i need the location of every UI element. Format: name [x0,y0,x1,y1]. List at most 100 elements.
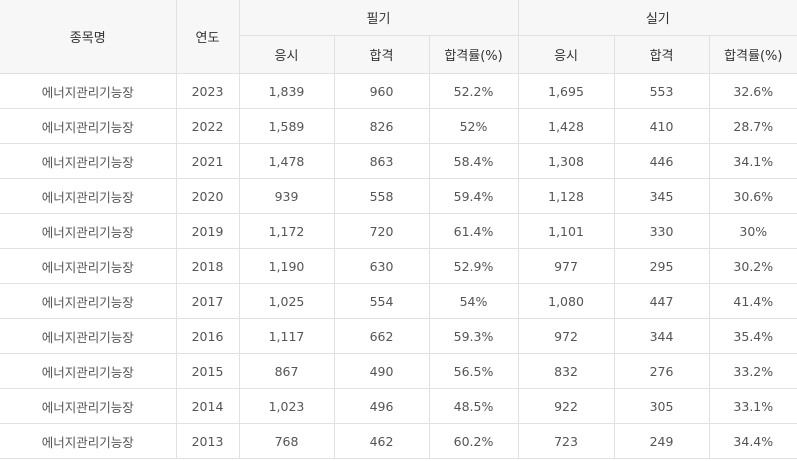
cell-year: 2021 [175,143,240,179]
cell-practical-passed: 344 [613,318,710,354]
cell-practical-rate: 34.1% [708,143,797,179]
cell-written-passed: 826 [333,108,430,144]
cell-written-applied: 1,025 [238,283,335,319]
cell-year: 2014 [175,388,240,424]
cell-year: 2013 [175,423,240,459]
cell-practical-applied: 1,695 [517,73,615,109]
table-row: 에너지관리기능장 2023 1,839 960 52.2% 1,695 553 32.6% [0,73,797,109]
cell-practical-passed: 447 [613,283,710,319]
cell-practical-rate: 32.6% [708,73,797,109]
cell-written-rate: 52.9% [428,248,519,284]
cell-subject: 에너지관리기능장 [0,248,177,284]
cell-year: 2018 [175,248,240,284]
table-row: 에너지관리기능장 2019 1,172 720 61.4% 1,101 330 30% [0,213,797,249]
cell-practical-rate: 34.4% [708,423,797,459]
cell-year: 2019 [175,213,240,249]
cell-subject: 에너지관리기능장 [0,388,177,424]
cell-practical-rate: 41.4% [708,283,797,319]
cell-written-passed: 462 [333,423,430,459]
cell-year: 2015 [175,353,240,389]
header-written-applied: 응시 [239,35,335,74]
cell-written-passed: 558 [333,178,430,214]
table-row: 에너지관리기능장 2014 1,023 496 48.5% 922 305 33.1% [0,388,797,424]
cell-practical-passed: 295 [613,248,710,284]
cell-practical-applied: 723 [517,423,615,459]
header-written: 필기 [238,0,519,36]
table-row: 에너지관리기능장 2013 768 462 60.2% 723 249 34.4% [0,423,797,459]
cell-written-rate: 59.4% [428,178,519,214]
cell-practical-passed: 410 [613,108,710,144]
cell-written-applied: 768 [238,423,335,459]
cell-written-rate: 60.2% [428,423,519,459]
table-row: 에너지관리기능장 2022 1,589 826 52% 1,428 410 28.7% [0,108,797,144]
cell-practical-passed: 446 [613,143,710,179]
cell-subject: 에너지관리기능장 [0,178,177,214]
cell-year: 2022 [175,108,240,144]
cell-written-applied: 1,589 [238,108,335,144]
cell-practical-applied: 1,308 [517,143,615,179]
table-row: 에너지관리기능장 2015 867 490 56.5% 832 276 33.2% [0,353,797,389]
header-practical-rate: 합격률(%) [708,35,797,74]
cell-subject: 에너지관리기능장 [0,143,177,179]
cell-written-applied: 1,839 [238,73,335,109]
table-body: 에너지관리기능장 2023 1,839 960 52.2% 1,695 553 32.6% 에너… [0,73,797,459]
cell-practical-rate: 35.4% [708,318,797,354]
cell-written-applied: 939 [238,178,335,214]
cell-practical-passed: 305 [613,388,710,424]
header-practical-passed: 합격 [613,35,710,74]
cell-written-passed: 662 [333,318,430,354]
cell-practical-applied: 922 [517,388,615,424]
cell-written-rate: 48.5% [428,388,519,424]
cell-practical-applied: 972 [517,318,615,354]
cell-written-rate: 56.5% [428,353,519,389]
cell-practical-rate: 30% [708,213,797,249]
cell-written-passed: 554 [333,283,430,319]
cell-subject: 에너지관리기능장 [0,108,177,144]
cell-written-applied: 1,172 [238,213,335,249]
cell-written-applied: 867 [238,353,335,389]
cell-practical-applied: 977 [517,248,615,284]
cell-subject: 에너지관리기능장 [0,73,177,109]
cell-written-passed: 490 [333,353,430,389]
cell-practical-applied: 832 [517,353,615,389]
table-row: 에너지관리기능장 2017 1,025 554 54% 1,080 447 41.4% [0,283,797,319]
cell-year: 2020 [175,178,240,214]
cell-subject: 에너지관리기능장 [0,423,177,459]
cell-written-rate: 61.4% [428,213,519,249]
cell-written-rate: 58.4% [428,143,519,179]
header-practical: 실기 [517,0,797,36]
table-header: 종목명 연도 필기 실기 응시 합격 합격률(%) 응시 합격 합격률(%) [0,0,797,74]
cell-practical-passed: 553 [613,73,710,109]
cell-written-applied: 1,117 [238,318,335,354]
cell-practical-applied: 1,128 [517,178,615,214]
cell-written-rate: 54% [428,283,519,319]
cell-practical-passed: 330 [613,213,710,249]
header-written-passed: 합격 [333,35,430,74]
table-row: 에너지관리기능장 2020 939 558 59.4% 1,128 345 30.6% [0,178,797,214]
cell-written-passed: 630 [333,248,430,284]
cell-practical-rate: 30.2% [708,248,797,284]
cell-practical-rate: 33.1% [708,388,797,424]
cell-subject: 에너지관리기능장 [0,318,177,354]
cell-practical-rate: 33.2% [708,353,797,389]
header-written-rate: 합격률(%) [428,35,519,74]
cell-subject: 에너지관리기능장 [0,283,177,319]
cell-practical-rate: 28.7% [708,108,797,144]
cell-subject: 에너지관리기능장 [0,353,177,389]
cell-written-applied: 1,478 [238,143,335,179]
header-practical-applied: 응시 [517,35,615,74]
cell-written-applied: 1,023 [238,388,335,424]
cell-written-passed: 960 [333,73,430,109]
cell-year: 2016 [175,318,240,354]
cell-practical-applied: 1,101 [517,213,615,249]
cell-year: 2017 [175,283,240,319]
header-year: 연도 [175,0,240,74]
cell-written-passed: 863 [333,143,430,179]
header-subject: 종목명 [0,0,177,74]
cell-practical-applied: 1,080 [517,283,615,319]
cell-practical-rate: 30.6% [708,178,797,214]
cell-written-passed: 496 [333,388,430,424]
cell-practical-applied: 1,428 [517,108,615,144]
cell-year: 2023 [175,73,240,109]
